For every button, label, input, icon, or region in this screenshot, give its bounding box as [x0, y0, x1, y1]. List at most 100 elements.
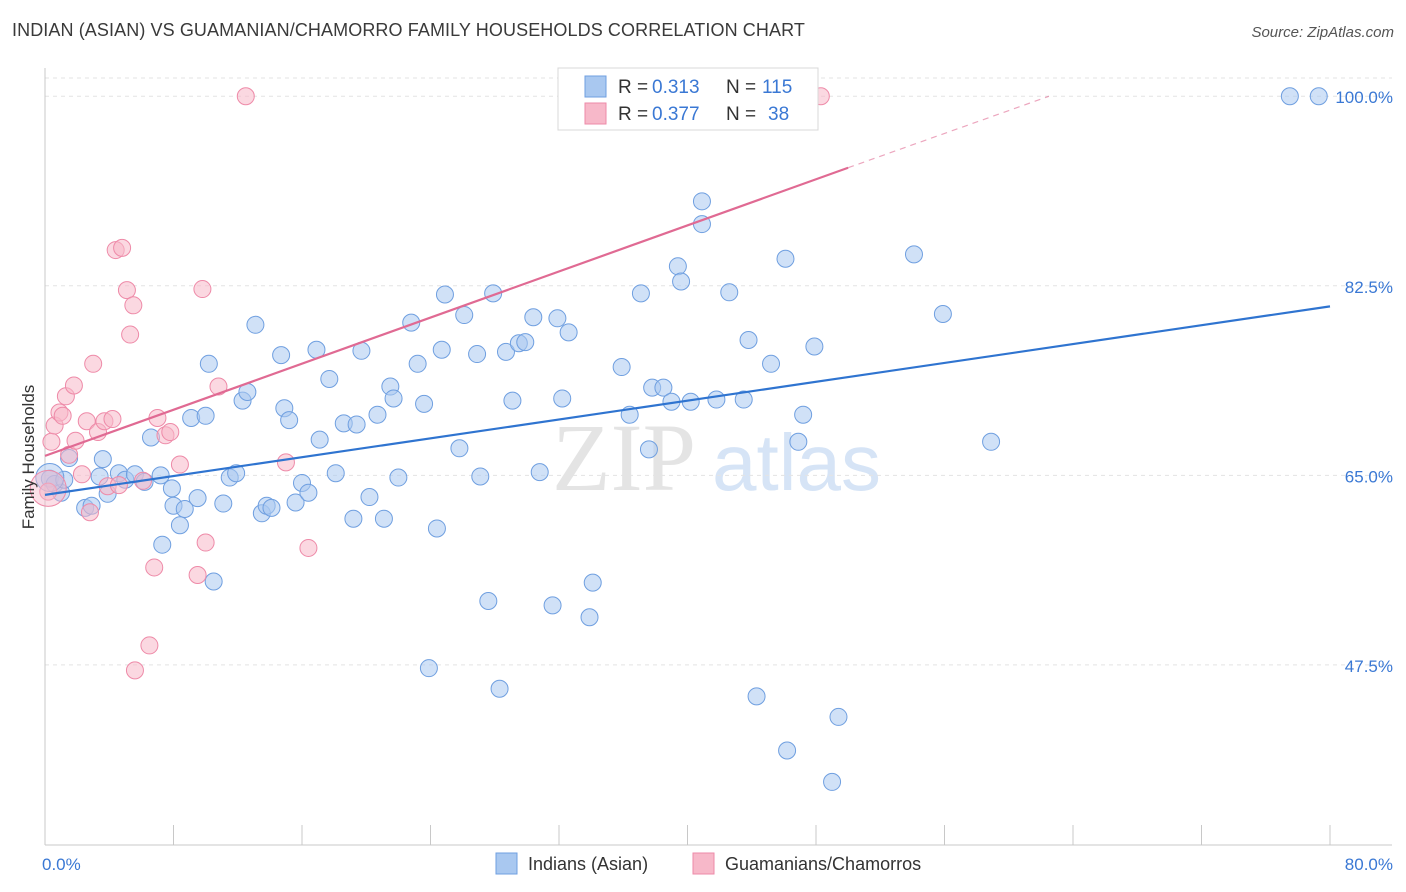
indian-point: [720, 283, 739, 302]
indian-point: [904, 245, 923, 264]
indian-point: [471, 467, 490, 486]
indian-point: [326, 464, 345, 483]
indian-point: [692, 192, 711, 211]
y-tick-label: 100.0%: [1335, 88, 1393, 107]
guamanian-point: [236, 87, 255, 106]
indian-point: [272, 346, 291, 365]
indian-point: [432, 340, 451, 359]
guamanian-point: [39, 482, 58, 501]
indian-point: [384, 389, 403, 408]
guamanian-point: [103, 410, 122, 429]
chart-title: INDIAN (ASIAN) VS GUAMANIAN/CHAMORRO FAM…: [12, 20, 805, 40]
bottom-legend-label-blue: Indians (Asian): [528, 854, 648, 874]
legend-swatch-blue: [584, 75, 607, 98]
watermark-atlas: atlas: [712, 418, 881, 507]
indian-point: [496, 342, 515, 361]
legend-n-label-blue: N =: [726, 77, 756, 98]
indian-point: [435, 285, 454, 304]
indian-point: [427, 519, 446, 538]
guamanian-point: [299, 538, 318, 557]
guamanian-point: [193, 280, 212, 299]
indian-point: [419, 659, 438, 678]
guamanian-trend-line: [44, 166, 849, 457]
indian-point: [672, 272, 691, 291]
indian-point: [490, 679, 509, 698]
guamanian-point: [188, 566, 207, 585]
guamanian-point: [145, 558, 164, 577]
guamanian-point: [42, 432, 61, 451]
guamanian-point: [84, 354, 103, 373]
indian-point: [734, 390, 753, 409]
indian-point: [175, 499, 194, 518]
indian-point: [170, 516, 189, 535]
indian-point: [776, 249, 795, 268]
indian-point: [503, 391, 522, 410]
indian-point: [479, 592, 498, 611]
indian-point: [344, 509, 363, 528]
indian-point: [516, 333, 535, 352]
indian-point: [553, 389, 572, 408]
indian-point: [668, 257, 687, 276]
indian-point: [805, 337, 824, 356]
indian-point: [199, 354, 218, 373]
guamanian-point: [113, 238, 132, 257]
guamanian-point: [140, 636, 159, 655]
indian-point: [762, 354, 781, 373]
indian-point: [389, 468, 408, 487]
legend-n-value-blue: 115: [762, 77, 792, 98]
indian-point: [188, 489, 207, 508]
indian-point: [1280, 87, 1299, 106]
guamanian-point: [196, 533, 215, 552]
legend-swatch-pink: [584, 102, 607, 125]
x-tick-label-min: 0.0%: [42, 855, 81, 874]
indian-point: [829, 707, 848, 726]
indian-point: [286, 493, 305, 512]
legend-r-value-pink: 0.377: [652, 104, 700, 125]
guamanian-trend-extension: [847, 95, 1050, 169]
guamanian-point: [77, 412, 96, 431]
legend-r-value-blue: 0.313: [652, 77, 700, 98]
indian-trend-line: [44, 305, 1331, 496]
guamanian-point: [117, 281, 136, 300]
indian-point: [639, 440, 658, 459]
indian-point: [262, 498, 281, 517]
guamanian-point: [209, 377, 228, 396]
bottom-legend-label-pink: Guamanians/Chamorros: [725, 854, 921, 874]
indian-point: [982, 432, 1001, 451]
indian-point: [524, 308, 543, 327]
indian-point: [654, 378, 673, 397]
source-label: Source: ZipAtlas.com: [1251, 24, 1394, 41]
indian-point: [543, 596, 562, 615]
indian-point: [415, 394, 434, 413]
guamanian-point: [170, 455, 189, 474]
y-tick-label: 47.5%: [1345, 657, 1393, 676]
indian-point: [468, 345, 487, 364]
indian-point: [548, 309, 567, 328]
indian-point: [580, 608, 599, 627]
indian-point: [739, 330, 758, 349]
indian-point: [162, 479, 181, 498]
indian-point: [778, 741, 797, 760]
indian-point: [559, 323, 578, 342]
bottom-legend: Indians (Asian) Guamanians/Chamorros: [495, 852, 921, 875]
indian-point: [360, 488, 379, 507]
indian-point: [450, 439, 469, 458]
indian-point: [933, 304, 952, 323]
indian-point: [153, 535, 172, 554]
y-tick-label: 82.5%: [1345, 278, 1393, 297]
indian-point: [408, 354, 427, 373]
guamanian-point: [64, 376, 83, 395]
indian-point: [1309, 87, 1328, 106]
indian-point: [612, 358, 631, 377]
y-tick-label: 65.0%: [1345, 467, 1393, 486]
indian-point: [347, 415, 366, 434]
legend-r-label-pink: R =: [618, 104, 648, 125]
indian-point: [299, 483, 318, 502]
indian-point: [530, 463, 549, 482]
guamanian-point: [53, 406, 72, 425]
x-tick-label-max: 80.0%: [1345, 855, 1393, 874]
watermark-zip: ZIP: [552, 404, 696, 511]
guamanian-point: [121, 325, 140, 344]
indian-point: [455, 306, 474, 325]
